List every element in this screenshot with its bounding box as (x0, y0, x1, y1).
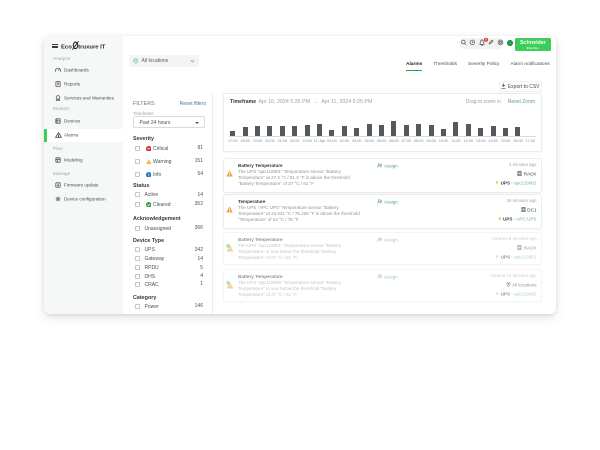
svg-text:9: 9 (485, 38, 487, 42)
